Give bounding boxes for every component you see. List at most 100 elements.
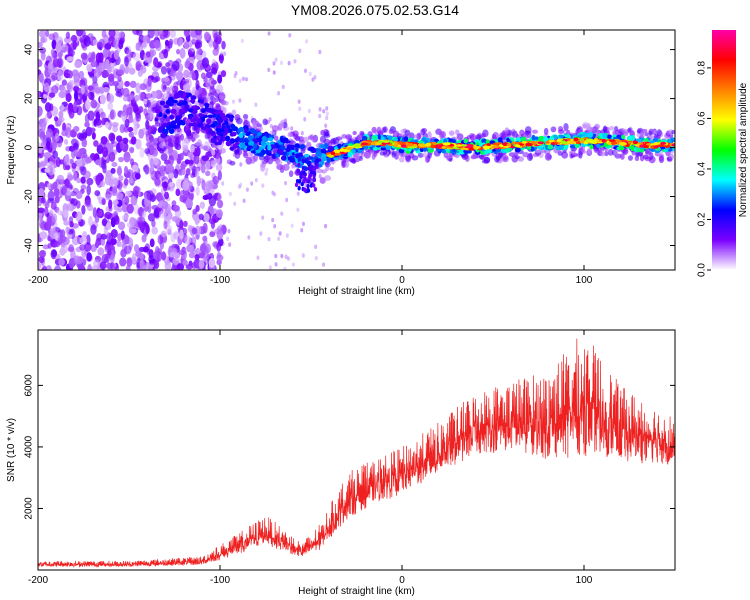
heatmap-cell — [133, 244, 140, 253]
heatmap-cell — [216, 84, 224, 95]
heatmap-cell — [232, 143, 238, 149]
heatmap-cell — [228, 191, 232, 197]
heatmap-cell — [145, 224, 150, 235]
heatmap-cell — [333, 156, 339, 161]
heatmap-cell — [450, 139, 456, 143]
colorbar-label: Normalized spectral amplitude — [738, 82, 749, 217]
heatmap-cell — [306, 188, 311, 193]
heatmap-cell — [110, 167, 116, 174]
heatmap-cell — [618, 127, 626, 133]
heatmap-cell — [421, 137, 427, 142]
heatmap-cell — [244, 127, 248, 134]
heatmap-cell — [318, 49, 322, 55]
heatmap-cell — [191, 35, 196, 44]
heatmap-cell — [60, 185, 68, 195]
heatmap-cell — [91, 132, 96, 140]
heatmap-cell — [547, 144, 554, 150]
heatmap-cell — [483, 156, 491, 164]
heatmap-cell — [422, 146, 428, 152]
heatmap-cell — [72, 142, 79, 150]
heatmap-cell — [274, 253, 278, 259]
heatmap-cell — [522, 151, 530, 158]
heatmap-cell — [66, 56, 74, 62]
heatmap-cell — [267, 137, 274, 142]
x-axis-label: Height of straight line (km) — [298, 586, 415, 597]
heatmap-cell — [289, 157, 296, 163]
heatmap-cell — [288, 170, 294, 178]
heatmap-cell — [169, 30, 177, 39]
heatmap-cell — [141, 127, 148, 135]
heatmap-cell — [579, 140, 585, 144]
heatmap-cell — [179, 47, 186, 59]
heatmap-cell — [38, 255, 45, 264]
heatmap-cell — [181, 169, 186, 176]
heatmap-cell — [210, 137, 217, 144]
heatmap-cell — [577, 133, 584, 138]
heatmap-cell — [221, 40, 226, 50]
heatmap-cell — [586, 139, 594, 143]
heatmap-cell — [95, 175, 101, 186]
heatmap-cell — [117, 221, 126, 231]
heatmap-cell — [381, 126, 387, 133]
heatmap-cell — [361, 135, 368, 142]
heatmap-cell — [417, 143, 426, 148]
heatmap-cell — [86, 184, 91, 196]
heatmap-cell — [154, 117, 159, 122]
heatmap-cell — [196, 47, 202, 56]
heatmap-cell — [70, 191, 77, 197]
heatmap-cell — [153, 209, 160, 219]
heatmap-cell — [144, 164, 150, 175]
x-tick-label: -200 — [28, 575, 48, 586]
heatmap-cell — [92, 39, 99, 46]
heatmap-cell — [287, 132, 294, 138]
heatmap-cell — [106, 222, 112, 230]
heatmap-cell — [425, 142, 431, 147]
heatmap-cell — [190, 118, 195, 123]
heatmap-cell — [261, 160, 268, 165]
heatmap-cell — [51, 213, 58, 224]
heatmap-cell — [129, 158, 135, 166]
heatmap-cell — [290, 126, 294, 131]
heatmap-cell — [455, 144, 463, 147]
heatmap-cell — [52, 52, 58, 60]
heatmap-cell — [113, 39, 119, 49]
heatmap-cell — [171, 265, 178, 270]
heatmap-cell — [79, 166, 85, 172]
heatmap-cell — [514, 147, 521, 153]
heatmap-cell — [359, 130, 365, 136]
heatmap-cell — [300, 130, 304, 136]
heatmap-cell — [307, 179, 311, 184]
heatmap-cell — [126, 257, 133, 267]
heatmap-cell — [63, 220, 70, 226]
heatmap-cell — [358, 155, 363, 161]
heatmap-cell — [313, 75, 317, 80]
heatmap-cell — [107, 93, 114, 104]
heatmap-cell — [254, 177, 258, 183]
heatmap-cell — [51, 249, 58, 258]
heatmap-cell — [135, 250, 142, 258]
heatmap-cell — [59, 235, 67, 243]
heatmap-cell — [112, 125, 118, 133]
x-tick-label: -100 — [210, 575, 230, 586]
heatmap-cell — [187, 151, 193, 158]
heatmap-cell — [144, 147, 151, 155]
heatmap-cell — [116, 167, 122, 176]
heatmap-cell — [283, 266, 287, 270]
heatmap-cell — [387, 135, 393, 140]
heatmap-cell — [121, 110, 127, 117]
heatmap-cell — [324, 223, 328, 229]
heatmap-cell — [146, 190, 154, 201]
heatmap-cell — [80, 184, 87, 190]
heatmap-cell — [602, 132, 608, 139]
heatmap-cell — [67, 174, 74, 181]
heatmap-cell — [182, 259, 188, 266]
heatmap-cell — [44, 114, 49, 124]
heatmap-cell — [278, 231, 282, 236]
heatmap-cell — [115, 91, 123, 97]
heatmap-cell — [221, 181, 225, 186]
heatmap-cell — [39, 231, 48, 240]
y-axis-label: Frequency (Hz) — [6, 116, 17, 185]
heatmap-cell — [145, 119, 150, 130]
heatmap-cell — [81, 138, 88, 148]
heatmap-cell — [47, 198, 55, 204]
